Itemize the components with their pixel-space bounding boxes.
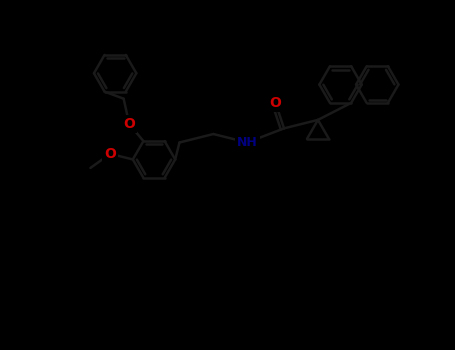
Text: O: O [270, 96, 282, 110]
Text: O: O [123, 117, 135, 131]
Text: O: O [104, 147, 116, 161]
Text: NH: NH [237, 136, 258, 149]
